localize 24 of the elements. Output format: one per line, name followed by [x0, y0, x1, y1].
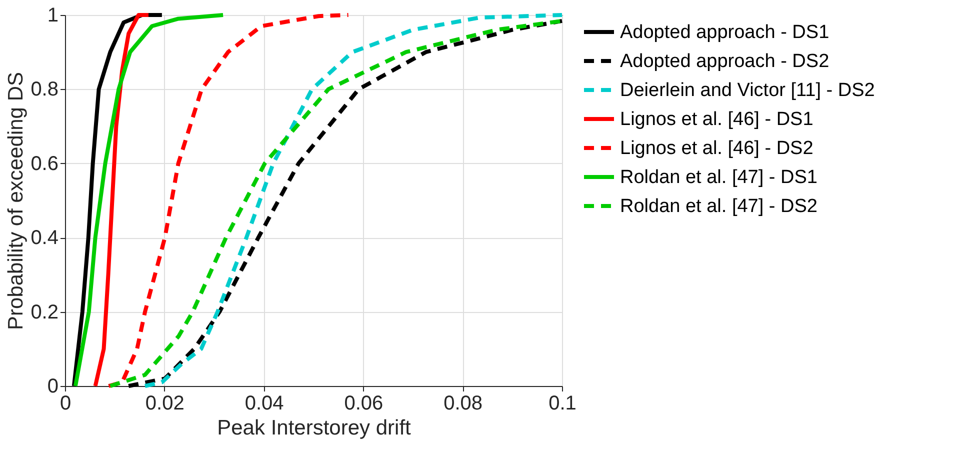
legend-label: Lignos et al. [46] - DS2: [620, 138, 814, 159]
line-series: [106, 13, 350, 388]
y-tick-label: 0.4: [30, 227, 58, 250]
y-tick-label: 0.8: [30, 78, 58, 101]
y-axis-title: Probability of exceeding DS: [4, 72, 28, 330]
y-tick-label: 1: [47, 4, 58, 26]
legend-label: Roldan et al. [47] - DS2: [620, 196, 818, 217]
line-series: [73, 13, 226, 388]
x-tick-label: 0.02: [145, 392, 184, 414]
x-tick-label: 0.1: [548, 392, 576, 414]
line-series: [93, 13, 150, 388]
y-tick-label: 0.6: [30, 152, 58, 175]
legend-label: Adopted approach - DS2: [620, 51, 830, 72]
x-tick-label: 0.04: [244, 392, 284, 414]
line-series: [72, 13, 164, 388]
legend-label: Deierlein and Victor [11] - DS2: [620, 80, 875, 101]
y-tick-label: 0.2: [30, 301, 58, 324]
x-tick-label: 0.08: [444, 392, 483, 414]
x-tick-label: 0.06: [344, 392, 384, 414]
legend-label: Lignos et al. [46] - DS1: [620, 109, 814, 130]
legend-label: Roldan et al. [47] - DS1: [620, 167, 818, 188]
x-axis-title: Peak Interstorey drift: [217, 416, 412, 440]
legend-label: Adopted approach - DS1: [620, 22, 830, 43]
y-tick-label: 0: [47, 376, 58, 398]
